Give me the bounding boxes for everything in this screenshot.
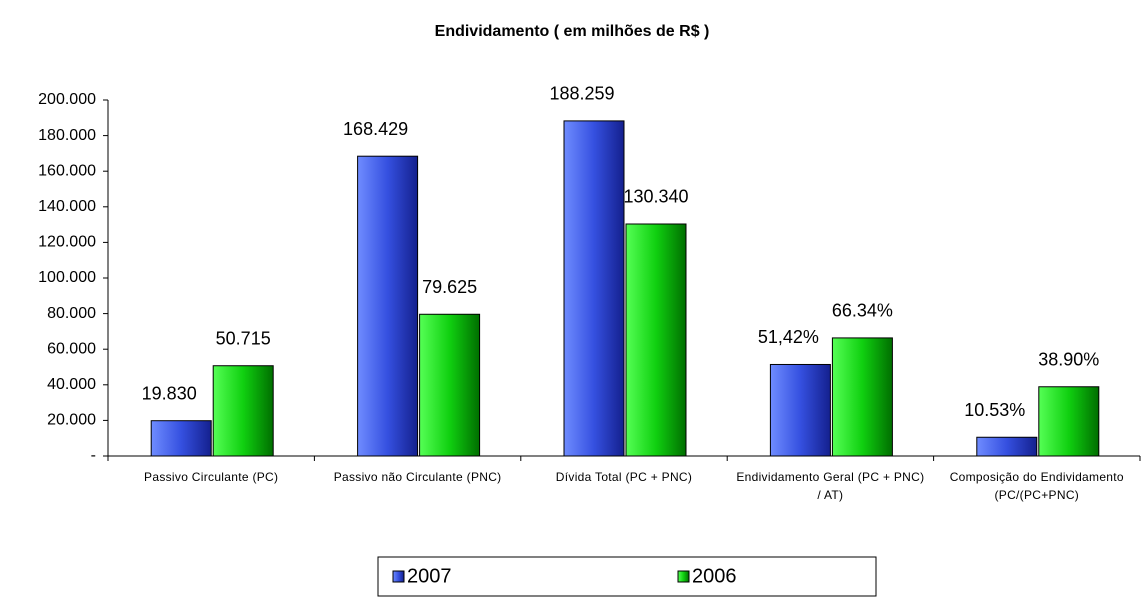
chart-title: Endividamento ( em milhões de R$ ) <box>435 23 710 40</box>
y-tick-label: 100.000 <box>38 269 96 286</box>
y-tick-label: 40.000 <box>47 376 96 393</box>
data-label: 10.53% <box>964 400 1025 420</box>
y-tick-label: 200.000 <box>38 91 96 108</box>
bar <box>212 365 274 457</box>
data-label: 130.340 <box>623 187 688 207</box>
y-tick-label: - <box>91 447 96 464</box>
legend-box <box>377 556 877 597</box>
data-label: 168.429 <box>343 119 408 139</box>
legend-label: 2007 <box>407 565 452 587</box>
legend-swatch <box>677 570 690 583</box>
y-tick-label: 140.000 <box>38 198 96 215</box>
data-label: 19.830 <box>142 383 197 403</box>
data-label: 38.90% <box>1038 350 1099 370</box>
bar <box>419 313 481 457</box>
x-tick-label: Endividamento Geral (PC + PNC) / AT) <box>736 470 925 502</box>
data-label: 50.715 <box>216 328 271 348</box>
bar <box>769 363 831 457</box>
x-tick-label: Composição do Endividamento (PC/(PC+PNC) <box>949 470 1124 502</box>
y-tick-label: 180.000 <box>38 127 96 144</box>
y-tick-label: 20.000 <box>47 412 96 429</box>
x-tick-label: Dívida Total (PC + PNC) <box>555 470 693 484</box>
bar <box>357 155 419 457</box>
data-label: 66.34% <box>832 301 893 321</box>
y-tick-label: 120.000 <box>38 234 96 251</box>
data-label: 51,42% <box>758 327 819 347</box>
data-label: 79.625 <box>422 277 477 297</box>
x-tick-label: Passivo não Circulante (PNC) <box>333 470 502 484</box>
bar <box>976 436 1038 457</box>
y-tick-label: 160.000 <box>38 162 96 179</box>
x-tick-label: Passivo Circulante (PC) <box>144 470 279 484</box>
bar <box>831 337 893 457</box>
data-label: 188.259 <box>549 84 614 104</box>
bar <box>150 420 212 457</box>
bar <box>625 223 687 457</box>
bar <box>1038 386 1100 457</box>
legend-swatch <box>392 570 405 583</box>
legend-label: 2006 <box>692 565 737 587</box>
y-tick-label: 80.000 <box>47 305 96 322</box>
y-tick-label: 60.000 <box>47 340 96 357</box>
bar <box>563 120 625 457</box>
